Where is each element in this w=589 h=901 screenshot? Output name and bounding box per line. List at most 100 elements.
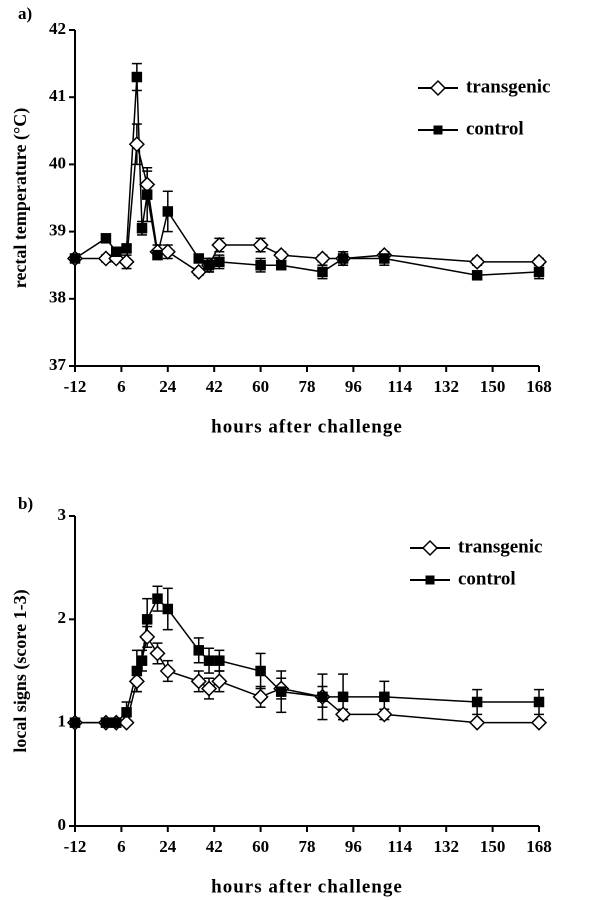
marker-square	[162, 206, 174, 217]
marker-diamond	[128, 673, 145, 690]
y-tick-label: 0	[58, 815, 67, 834]
marker-square	[131, 665, 143, 677]
marker-square	[533, 696, 545, 708]
marker-diamond	[530, 714, 548, 731]
legend-marker	[425, 575, 435, 585]
marker-diamond	[128, 136, 145, 153]
marker-square	[317, 266, 328, 278]
x-tick-label: 42	[206, 377, 223, 396]
marker-diamond	[190, 673, 207, 690]
marker-square	[69, 253, 81, 264]
marker-square	[214, 655, 225, 666]
legend-marker	[433, 125, 443, 135]
marker-square	[121, 707, 132, 718]
marker-square	[379, 691, 390, 703]
legend-marker	[421, 539, 439, 557]
legend-label: control	[458, 568, 516, 589]
x-tick-label: 78	[299, 837, 316, 856]
marker-square	[136, 222, 148, 234]
x-tick-label: 132	[433, 377, 459, 396]
y-tick-label: 40	[49, 153, 66, 172]
marker-square	[203, 259, 215, 271]
y-tick-label: 39	[49, 221, 66, 240]
y-tick-label: 1	[58, 712, 67, 731]
series-line	[75, 634, 539, 724]
legend-label: transgenic	[458, 536, 542, 557]
marker-square	[533, 266, 545, 278]
x-tick-label: -12	[64, 377, 87, 396]
x-axis-label: hours after challenge	[211, 876, 403, 897]
marker-square	[121, 243, 132, 254]
marker-square	[193, 253, 204, 264]
marker-square	[162, 603, 174, 615]
marker-diamond	[190, 263, 207, 280]
x-tick-label: 6	[117, 377, 126, 396]
marker-diamond	[139, 628, 156, 645]
marker-diamond	[159, 243, 176, 260]
marker-square	[193, 645, 204, 656]
x-tick-label: 168	[526, 377, 552, 396]
marker-square	[471, 270, 483, 281]
marker-diamond	[159, 662, 176, 680]
marker-diamond	[118, 714, 135, 731]
marker-square	[110, 717, 122, 728]
marker-square	[471, 696, 483, 708]
marker-diamond	[469, 253, 486, 270]
x-tick-label: 6	[117, 837, 126, 856]
marker-square	[255, 665, 266, 677]
y-tick-label: 37	[49, 355, 67, 374]
marker-square	[275, 686, 287, 697]
marker-diamond	[200, 680, 218, 697]
marker-square	[317, 691, 328, 703]
marker-square	[131, 71, 143, 83]
x-tick-label: -12	[64, 837, 87, 856]
marker-square	[337, 253, 349, 264]
marker-diamond	[376, 706, 393, 723]
x-tick-label: 60	[252, 377, 269, 396]
x-tick-label: 42	[206, 837, 223, 856]
marker-square	[255, 259, 266, 271]
legend-marker	[429, 79, 447, 97]
y-tick-label: 2	[58, 608, 67, 627]
marker-square	[275, 259, 287, 271]
marker-square	[141, 614, 153, 625]
y-tick-label: 38	[49, 288, 66, 307]
marker-square	[69, 717, 81, 728]
x-tick-label: 24	[159, 837, 177, 856]
marker-square	[136, 655, 148, 666]
x-tick-label: 60	[252, 837, 269, 856]
marker-diamond	[469, 714, 486, 731]
marker-square	[214, 256, 225, 268]
x-tick-label: 114	[388, 377, 413, 396]
marker-diamond	[118, 253, 135, 270]
marker-square	[337, 691, 349, 703]
marker-square	[141, 189, 153, 200]
legend-label: transgenic	[466, 76, 550, 97]
x-tick-label: 78	[299, 377, 316, 396]
x-tick-label: 150	[480, 377, 506, 396]
marker-square	[152, 593, 163, 604]
marker-diamond	[211, 673, 228, 690]
marker-diamond	[149, 645, 166, 662]
x-tick-label: 24	[159, 377, 177, 396]
x-tick-label: 168	[526, 837, 552, 856]
marker-diamond	[252, 236, 269, 254]
marker-square	[100, 717, 112, 728]
marker-square	[152, 249, 163, 261]
x-tick-label: 150	[480, 837, 506, 856]
x-tick-label: 132	[433, 837, 459, 856]
marker-diamond	[335, 706, 352, 723]
legend-label: control	[466, 118, 524, 139]
x-axis-label: hours after challenge	[211, 416, 403, 437]
x-tick-label: 96	[345, 837, 362, 856]
marker-square	[379, 253, 390, 264]
panel-label: a)	[18, 4, 32, 23]
marker-square	[203, 655, 215, 666]
y-tick-label: 42	[49, 19, 66, 38]
marker-diamond	[314, 250, 331, 267]
marker-square	[100, 233, 112, 244]
y-axis-label: rectal temperature (°C)	[10, 108, 31, 288]
marker-square	[110, 246, 122, 258]
panel-label: b)	[18, 494, 33, 513]
